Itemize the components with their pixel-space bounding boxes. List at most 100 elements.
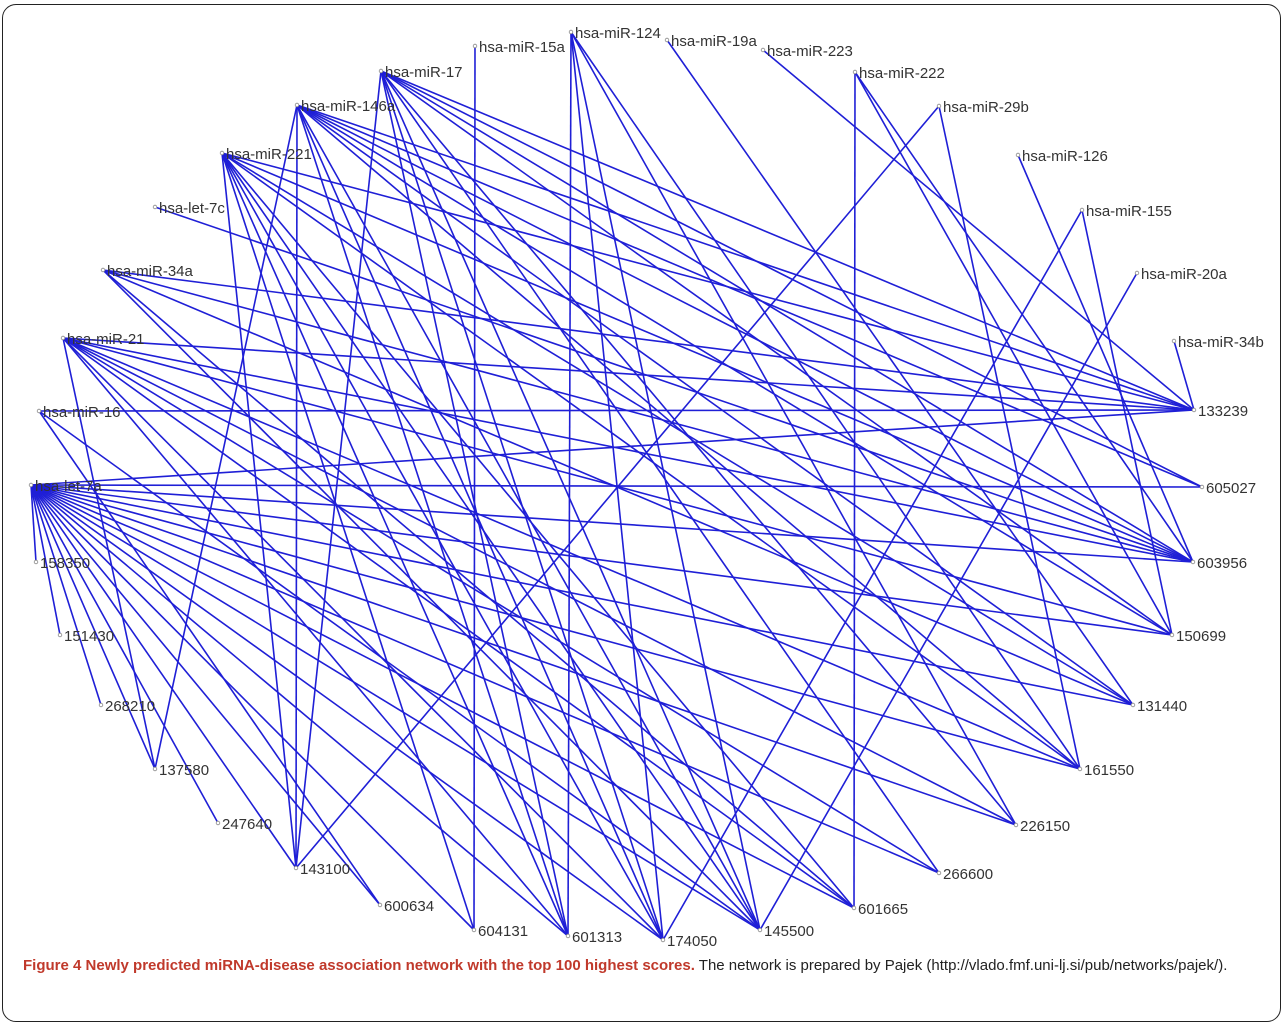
- node-label-d268210: 268210: [105, 698, 155, 715]
- node-dot-mir146a: [294, 102, 300, 108]
- edge-mir17-d601313: [380, 70, 569, 937]
- node-label-mir29b: hsa-miR-29b: [943, 99, 1029, 116]
- figure-caption: Figure 4 Newly predicted miRNA-disease a…: [23, 955, 1268, 976]
- edge-mir17-d603956: [380, 70, 1194, 563]
- node-label-d604131: 604131: [478, 923, 528, 940]
- edge-mir221-d145500: [221, 152, 761, 931]
- node-label-d174050: 174050: [667, 933, 717, 950]
- node-dot-mir221: [219, 150, 225, 156]
- edge-let7a-d150699: [30, 484, 1173, 636]
- edge-mir20a-d145500: [759, 272, 1138, 931]
- node-label-mir15a: hsa-miR-15a: [479, 39, 566, 56]
- edge-mir146a-d601313: [296, 104, 569, 937]
- edge-mir15a-d604131: [473, 45, 476, 931]
- node-label-mir34b: hsa-miR-34b: [1178, 334, 1264, 351]
- node-label-d151430: 151430: [64, 628, 114, 645]
- node-dot-let7a: [28, 482, 34, 488]
- edge-let7a-d131440: [30, 484, 1134, 706]
- edge-mir34b-d133239: [1173, 340, 1195, 411]
- edge-mir146a-d150699: [296, 104, 1173, 636]
- node-label-let7c: hsa-let-7c: [159, 200, 225, 217]
- node-dot-mir222: [852, 69, 858, 75]
- edge-mir34a-d601665: [102, 269, 855, 909]
- node-label-d137580: 137580: [159, 762, 209, 779]
- edge-mir17-d226150: [380, 70, 1017, 826]
- edge-mir21-d601313: [62, 337, 569, 937]
- node-label-d145500: 145500: [764, 923, 814, 940]
- node-label-mir19a: hsa-miR-19a: [671, 33, 758, 50]
- edge-let7a-d605027: [30, 484, 1203, 488]
- node-dot-d151430: [57, 632, 63, 638]
- node-label-d601313: 601313: [572, 929, 622, 946]
- edge-mir155-d150699: [1081, 209, 1173, 636]
- edge-mir34a-d145500: [102, 269, 761, 931]
- edge-mir124-d226150: [570, 31, 1017, 826]
- edge-mir222-d601665: [853, 71, 856, 909]
- edge-let7a-d247640: [30, 484, 219, 824]
- edge-let7a-d226150: [30, 484, 1017, 826]
- node-dot-d161550: [1077, 766, 1083, 772]
- node-label-d161550: 161550: [1084, 762, 1134, 779]
- node-dot-d150699: [1169, 632, 1175, 638]
- edge-mir221-d143100: [221, 152, 297, 869]
- edge-mir16-d145500: [38, 410, 761, 931]
- edge-mir221-d601313: [221, 152, 569, 937]
- edge-mir146a-d174050: [296, 104, 664, 941]
- node-label-d143100: 143100: [300, 861, 350, 878]
- node-dot-d226150: [1013, 822, 1019, 828]
- node-label-mir16: hsa-miR-16: [43, 404, 121, 421]
- edge-mir21-d133239: [62, 337, 1195, 411]
- node-dot-d601665: [851, 905, 857, 911]
- node-dot-mir19a: [664, 37, 670, 43]
- edge-mir34a-d131440: [102, 269, 1134, 706]
- edge-mir146a-d133239: [296, 104, 1195, 411]
- node-label-d605027: 605027: [1206, 480, 1256, 497]
- node-dot-mir155: [1079, 207, 1085, 213]
- network-diagram: hsa-miR-15a hsa-miR-124 hsa-miR-19a hsa-miR…: [28, 25, 1264, 950]
- edge-let7c-d603956: [154, 206, 1194, 563]
- node-dot-d145500: [757, 927, 763, 933]
- node-label-let7a: hsa-let-7a: [35, 478, 102, 495]
- node-layer: hsa-miR-15a hsa-miR-124 hsa-miR-19a hsa-miR…: [28, 25, 1264, 950]
- edge-mir124-d601313: [567, 31, 572, 937]
- edge-mir146a-d161550: [296, 104, 1081, 770]
- node-dot-d158350: [33, 559, 39, 565]
- edge-let7a-d600634: [30, 484, 381, 906]
- node-dot-mir29b: [936, 103, 942, 109]
- edge-let7a-d266600: [30, 484, 940, 874]
- edge-mir221-d174050: [221, 152, 664, 941]
- node-label-mir34a: hsa-miR-34a: [107, 263, 194, 280]
- node-dot-d268210: [98, 702, 104, 708]
- edge-let7a-d601665: [30, 484, 855, 909]
- edge-let7a-d161550: [30, 484, 1081, 770]
- edge-mir155-d174050: [662, 209, 1083, 941]
- node-dot-mir34b: [1171, 338, 1177, 344]
- node-label-mir223: hsa-miR-223: [767, 43, 853, 60]
- edge-mir17-d266600: [380, 70, 940, 874]
- node-dot-d143100: [293, 865, 299, 871]
- edge-mir221-d604131: [221, 152, 475, 931]
- node-dot-d247640: [215, 820, 221, 826]
- node-dot-mir15a: [472, 43, 478, 49]
- edge-let7a-d158350: [30, 484, 37, 563]
- edge-mir221-d133239: [221, 152, 1195, 411]
- edge-let7a-d145500: [30, 484, 761, 931]
- node-label-d266600: 266600: [943, 866, 993, 883]
- edge-let7a-d174050: [30, 484, 664, 941]
- edge-let7a-d604131: [30, 484, 475, 931]
- node-dot-d174050: [660, 937, 666, 943]
- edge-mir21-d266600: [62, 337, 940, 874]
- edge-mir126-d603956: [1017, 154, 1194, 563]
- node-label-mir17: hsa-miR-17: [385, 64, 463, 81]
- node-label-d150699: 150699: [1176, 628, 1226, 645]
- node-label-mir222: hsa-miR-222: [859, 65, 945, 82]
- edge-let7a-d603956: [30, 484, 1194, 563]
- node-dot-mir126: [1015, 152, 1021, 158]
- node-label-d247640: 247640: [222, 816, 272, 833]
- node-dot-mir20a: [1134, 270, 1140, 276]
- node-dot-d133239: [1191, 407, 1197, 413]
- edge-mir21-d603956: [62, 337, 1194, 563]
- edge-mir221-d601665: [221, 152, 855, 909]
- edge-mir21-d601665: [62, 337, 855, 909]
- node-label-d600634: 600634: [384, 898, 434, 915]
